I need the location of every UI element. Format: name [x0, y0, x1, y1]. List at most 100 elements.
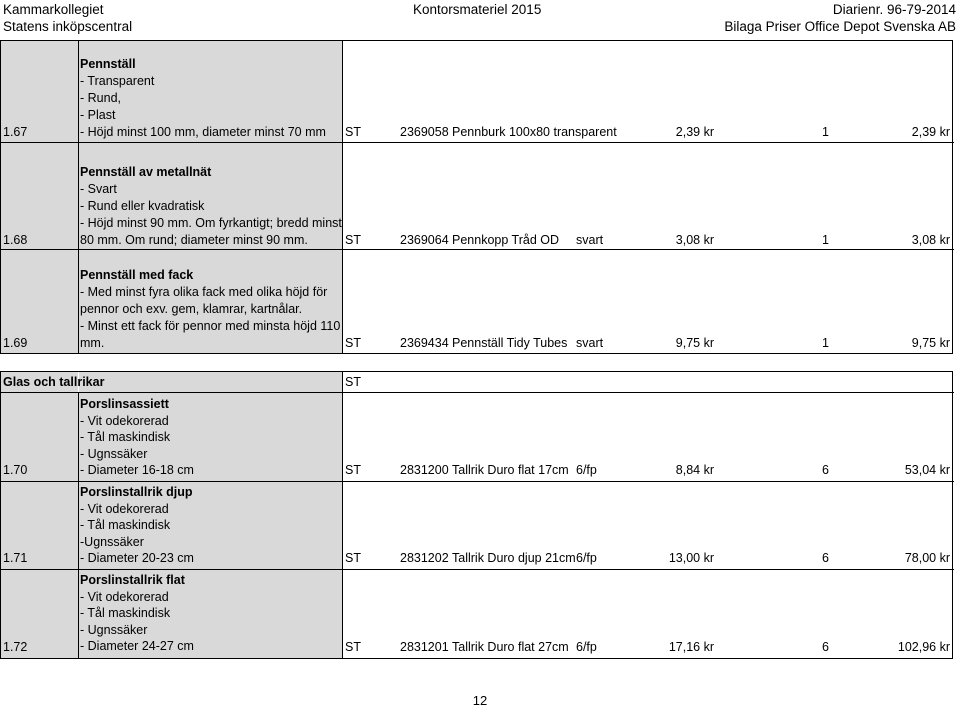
item-number: 1.69: [3, 336, 28, 350]
column-divider: [342, 41, 343, 353]
item-spec-line: - Höjd minst 90 mm. Om fyrkantigt; bredd…: [80, 216, 342, 230]
item-spec-line: - Tål maskindisk: [80, 518, 171, 532]
item-title: Pennställ av metallnät: [80, 165, 212, 179]
item-variant: svart: [576, 336, 604, 350]
item-quantity: 6: [822, 551, 829, 565]
shaded-description-column: [79, 372, 342, 658]
item-number: 1.71: [3, 551, 28, 565]
item-article-number: 2369064: [400, 233, 449, 247]
item-quantity: 6: [822, 640, 829, 654]
item-spec-line: - Diameter 20-23 cm: [80, 551, 194, 565]
item-spec-line: - Ugnssäker: [80, 446, 148, 461]
item-price: 9,75 kr: [675, 336, 714, 350]
section-unit: ST: [345, 375, 361, 389]
column-divider: [78, 393, 79, 658]
item-unit: ST: [345, 551, 361, 565]
item-spec-line: - Vit odekorerad: [80, 501, 169, 516]
table-plates: [0, 371, 954, 659]
item-title: Pennställ: [80, 57, 136, 71]
item-variant: 6/fp: [576, 640, 597, 654]
item-quantity: 6: [822, 463, 829, 477]
item-total: 3,08 kr: [911, 233, 950, 247]
item-price: 3,08 kr: [675, 233, 714, 247]
item-number: 1.72: [3, 640, 28, 654]
item-spec-line: - Minst ett fack för pennor med minsta h…: [80, 319, 341, 333]
item-title: Pennställ med fack: [80, 268, 194, 282]
item-price: 8,84 kr: [675, 463, 714, 477]
item-product-name: Tallrik Duro djup 21cm: [452, 551, 576, 565]
item-title: Porslinstallrik djup: [80, 485, 193, 499]
item-title: Porslinstallrik flat: [80, 573, 185, 587]
row-divider: [1, 481, 954, 482]
item-spec-line: - Vit odekorerad: [80, 589, 169, 604]
row-divider: [1, 142, 954, 143]
item-spec-line: - Tål maskindisk: [80, 606, 171, 620]
row-divider: [1, 249, 954, 250]
item-article-number: 2831200: [400, 463, 449, 477]
item-spec-line: mm.: [80, 336, 105, 350]
item-spec-line: -Ugnssäker: [80, 534, 144, 549]
column-divider: [78, 41, 79, 353]
header-diary-number: Diarienr. 96-79-2014: [832, 2, 956, 17]
item-product-name: Tallrik Duro flat 27cm: [452, 640, 569, 654]
item-spec-line: - Rund eller kvadratisk: [80, 199, 205, 213]
row-divider: [1, 392, 954, 393]
item-total: 53,04 kr: [904, 463, 950, 477]
item-spec-line: - Ugnssäker: [80, 622, 148, 637]
item-product-name: Tallrik Duro flat 17cm: [452, 463, 569, 477]
item-total: 2,39 kr: [911, 125, 950, 139]
row-divider: [1, 569, 954, 570]
item-spec-line: - Vit odekorerad: [80, 413, 169, 428]
item-total: 9,75 kr: [911, 336, 950, 350]
item-unit: ST: [345, 640, 361, 654]
page-number: 12: [472, 693, 488, 708]
item-price: 2,39 kr: [675, 125, 714, 139]
section-title: Glas och tallrikar: [3, 375, 105, 389]
table-pen-holders: [0, 40, 954, 354]
item-spec-line: - Transparent: [80, 74, 155, 88]
item-unit: ST: [345, 463, 361, 477]
header-org-unit: Statens inköpscentral: [3, 19, 133, 34]
item-variant: 6/fp: [576, 551, 597, 565]
item-title: Porslinsassiett: [80, 397, 169, 411]
item-spec-line: - Diameter 16-18 cm: [80, 463, 194, 477]
shaded-number-column: [1, 41, 78, 353]
item-spec-line: - Svart: [80, 182, 117, 196]
item-spec-line: 80 mm. Om rund; diameter minst 90 mm.: [80, 233, 308, 247]
item-unit: ST: [345, 125, 361, 139]
column-divider: [342, 372, 343, 658]
item-article-number: 2831202: [400, 551, 449, 565]
item-quantity: 1: [822, 233, 829, 247]
item-quantity: 1: [822, 336, 829, 350]
item-product-name: Pennställ Tidy Tubes: [452, 336, 568, 350]
item-number: 1.70: [3, 463, 28, 477]
item-quantity: 1: [822, 125, 829, 139]
item-product-name: Pennkopp Tråd OD: [452, 233, 560, 247]
item-unit: ST: [345, 336, 361, 350]
item-price: 17,16 kr: [668, 640, 714, 654]
shaded-description-column: [79, 41, 342, 353]
item-spec-line: - Med minst fyra olika fack med olika hö…: [80, 285, 328, 299]
item-number: 1.67: [3, 125, 28, 139]
item-number: 1.68: [3, 233, 28, 247]
item-price: 13,00 kr: [668, 551, 714, 565]
item-spec-line: pennor och exv. gem, klamrar, kartnålar.: [80, 302, 303, 316]
shaded-number-column: [1, 372, 78, 658]
item-total: 78,00 kr: [904, 551, 950, 565]
item-article-number: 2369434: [400, 336, 449, 350]
header-org: Kammarkollegiet: [3, 2, 104, 17]
item-article-number: 2831201: [400, 640, 449, 654]
header-title: Kontorsmateriel 2015: [413, 2, 542, 17]
item-spec-line: - Diameter 24-27 cm: [80, 639, 194, 653]
item-total: 102,96 kr: [897, 640, 950, 654]
item-unit: ST: [345, 233, 361, 247]
item-spec-line: - Tål maskindisk: [80, 430, 171, 444]
item-spec-line: - Plast: [80, 108, 116, 122]
item-variant: 6/fp: [576, 463, 597, 477]
header-attachment: Bilaga Priser Office Depot Svenska AB: [724, 19, 956, 34]
item-spec-line: - Rund,: [80, 91, 121, 105]
item-variant: svart: [576, 233, 604, 247]
item-spec-line: - Höjd minst 100 mm, diameter minst 70 m…: [80, 125, 326, 139]
item-article-number: 2369058: [400, 125, 449, 139]
item-product-name: Pennburk 100x80 transparent: [452, 125, 617, 139]
